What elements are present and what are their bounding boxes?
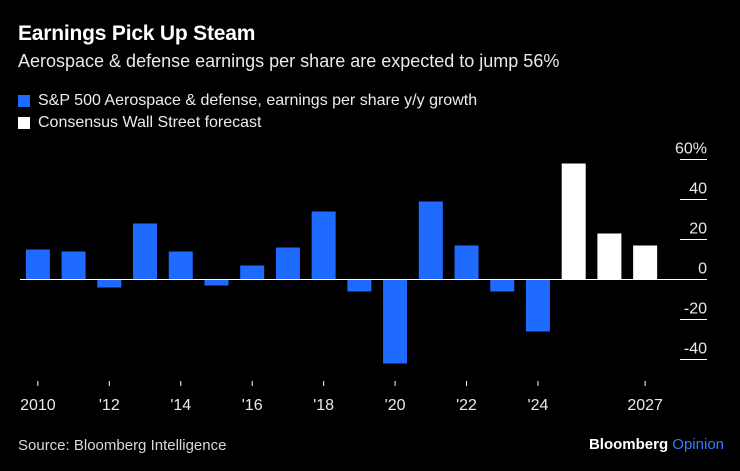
bar-actual-2013 xyxy=(133,223,158,280)
brand-logo: Bloomberg Opinion xyxy=(589,436,724,453)
bar-actual-2017 xyxy=(275,247,300,280)
chart-title: Earnings Pick Up Steam xyxy=(18,22,256,45)
legend-swatch-actual xyxy=(18,95,30,107)
bar-actual-2015 xyxy=(204,279,229,286)
chart-subtitle: Aerospace & defense earnings per share a… xyxy=(18,51,560,71)
brand-main: Bloomberg xyxy=(588,436,669,453)
bar-forecast-2026 xyxy=(597,233,622,280)
bar-actual-2016 xyxy=(240,265,265,280)
source-note: Source: Bloomberg Intelligence xyxy=(18,437,227,454)
legend-swatch-forecast xyxy=(18,117,30,129)
x-tick-label: 2027 xyxy=(627,397,663,414)
bar-actual-2024 xyxy=(525,279,550,332)
legend-label-forecast: Consensus Wall Street forecast xyxy=(38,114,262,131)
bar-actual-2022 xyxy=(454,245,479,280)
legend-item-actual: S&P 500 Aerospace & defense, earnings pe… xyxy=(18,90,477,112)
x-tick-label: 2010 xyxy=(20,397,56,414)
bar-actual-2019 xyxy=(347,279,372,292)
y-tick-label: -20 xyxy=(684,301,707,318)
bar-actual-2010 xyxy=(25,249,50,280)
y-tick-label: 0 xyxy=(698,261,707,278)
legend-label-actual: S&P 500 Aerospace & defense, earnings pe… xyxy=(38,92,478,109)
x-tick-label: '24 xyxy=(528,397,549,414)
x-tick-label: '20 xyxy=(385,397,406,414)
bar-actual-2021 xyxy=(418,201,443,280)
legend: S&P 500 Aerospace & defense, earnings pe… xyxy=(18,90,477,134)
x-tick-label: '16 xyxy=(242,397,263,414)
y-tick-label: 20 xyxy=(689,221,707,238)
bar-actual-2018 xyxy=(311,211,336,280)
bar-actual-2023 xyxy=(490,279,515,292)
x-tick-label: '18 xyxy=(313,397,334,414)
y-tick-label: 40 xyxy=(689,181,707,198)
bar-actual-2020 xyxy=(383,279,408,364)
x-tick-label: '12 xyxy=(99,397,120,414)
bar-actual-2012 xyxy=(97,279,122,288)
bar-forecast-2027 xyxy=(633,245,658,280)
legend-item-forecast: Consensus Wall Street forecast xyxy=(18,112,477,134)
bar-forecast-2025 xyxy=(561,163,586,280)
brand-accent: Opinion xyxy=(672,436,724,453)
y-tick-label: -40 xyxy=(684,341,707,358)
bar-actual-2011 xyxy=(61,251,86,280)
y-tick-label: 60% xyxy=(675,141,707,158)
x-tick-label: '22 xyxy=(456,397,477,414)
bar-actual-2014 xyxy=(168,251,193,280)
x-tick-label: '14 xyxy=(170,397,191,414)
